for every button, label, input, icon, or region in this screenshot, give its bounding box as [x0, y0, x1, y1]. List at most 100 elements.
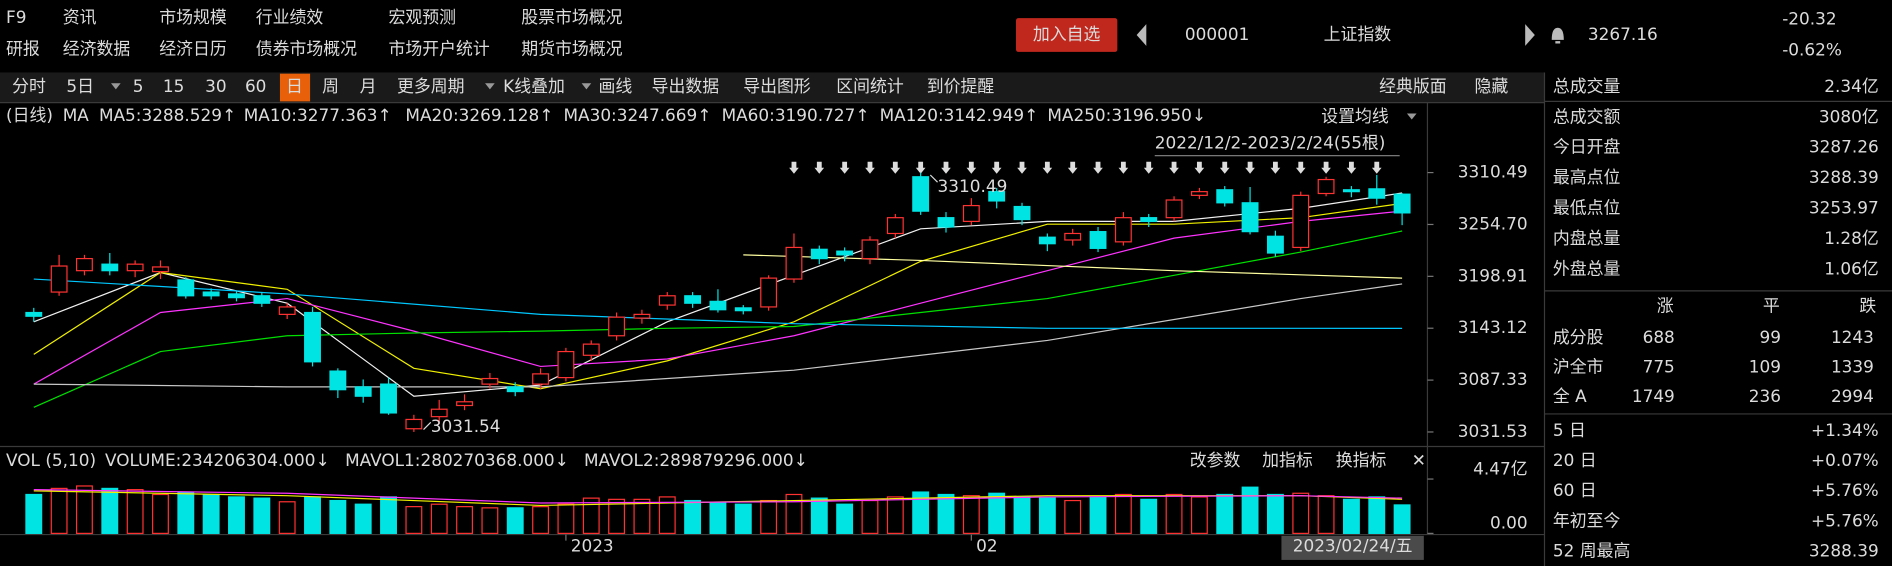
toolbar-item[interactable]: 导出图形 — [743, 76, 811, 96]
signal-icon — [1017, 161, 1027, 174]
stat-value: 2.34亿 — [1824, 76, 1878, 96]
toolbar-item[interactable]: 5 — [133, 76, 144, 96]
signal-icon — [1067, 161, 1078, 174]
legend-entry: MA60:3190.727↑ — [722, 105, 870, 125]
stat-value: 1.06亿 — [1824, 258, 1878, 278]
toolbar-item[interactable]: 导出数据 — [652, 76, 720, 96]
breadth-value: 1749 — [1632, 386, 1675, 406]
y-tick-label: 3087.33 — [1458, 369, 1528, 389]
volume-bar — [177, 491, 195, 534]
candle-body — [684, 295, 702, 304]
nav-item[interactable]: 市场规模 — [159, 7, 227, 27]
legend-entry: MA30:3247.669↑ — [563, 105, 711, 125]
cursor-date-box — [1281, 535, 1424, 560]
volume-bar — [1241, 486, 1259, 534]
nav-item[interactable]: 经济数据 — [63, 39, 131, 59]
volume-bar — [405, 506, 423, 534]
nav-item[interactable]: 债券市场概况 — [256, 39, 357, 59]
toolbar-item[interactable]: 到价提醒 — [927, 76, 995, 96]
volume-bar — [785, 493, 803, 534]
signal-icon — [1042, 161, 1053, 174]
candle-body — [304, 311, 321, 363]
nav-item[interactable]: 行业绩效 — [256, 7, 324, 27]
indicator-button[interactable]: 加指标 — [1262, 450, 1313, 470]
candle-body — [861, 239, 879, 260]
legend-entry: MA5:3288.529↑ — [99, 105, 236, 125]
volume-bar — [101, 487, 119, 534]
candle-body — [633, 313, 651, 319]
signal-icon — [941, 161, 951, 174]
nav-item[interactable]: 市场开户统计 — [389, 39, 490, 59]
candle-body — [557, 350, 575, 379]
candle-body — [177, 279, 195, 297]
toolbar-item[interactable]: K线叠加 — [503, 76, 565, 96]
candle-body — [228, 293, 245, 299]
indicator-button[interactable]: 换指标 — [1336, 450, 1387, 470]
volume-bar — [988, 492, 1006, 534]
volume-bar — [937, 493, 955, 534]
candle-body — [278, 306, 296, 315]
toolbar-item[interactable]: 隐藏 — [1475, 76, 1509, 96]
range-label: 2022/12/2-2023/2/24(55根) — [1155, 133, 1386, 153]
candle-body — [380, 383, 397, 414]
legend-entry: MA10:3277.363↑ — [244, 105, 392, 125]
stat-label: 最低点位 — [1553, 198, 1621, 218]
add-watch-button[interactable] — [1015, 18, 1118, 52]
return-label: 5 日 — [1553, 420, 1586, 440]
toolbar-item[interactable]: 经典版面 — [1379, 76, 1447, 96]
nav-item[interactable]: F9 — [6, 7, 26, 27]
extreme-label: 3310.49 — [938, 176, 1008, 196]
close-indicator[interactable]: ✕ — [1412, 450, 1426, 470]
signal-icon — [1295, 161, 1306, 174]
add-watch-label[interactable]: 加入自选 — [1033, 24, 1101, 44]
next-arrow[interactable] — [1525, 24, 1535, 46]
candle-body — [608, 316, 626, 337]
return-value: +5.76% — [1811, 480, 1879, 500]
toolbar-item[interactable]: 5日 — [66, 76, 94, 96]
nav-item[interactable]: 期货市场概况 — [521, 39, 622, 59]
breadth-header: 平 — [1763, 296, 1780, 316]
nav-item[interactable]: 股票市场概况 — [521, 7, 622, 27]
toolbar-item[interactable]: 月 — [360, 76, 377, 96]
legend-entry: MA20:3269.128↑ — [405, 105, 553, 125]
toolbar-item[interactable]: 区间统计 — [836, 76, 904, 96]
ma-settings-button[interactable]: 设置均线 — [1321, 106, 1389, 126]
signal-icon — [1321, 161, 1331, 174]
toolbar-item[interactable]: 60 — [245, 76, 266, 96]
toolbar-item[interactable]: 日 — [286, 76, 303, 96]
candle-body — [1241, 202, 1259, 233]
return-label: 年初至今 — [1553, 510, 1621, 530]
indicator-button[interactable]: 改参数 — [1190, 450, 1241, 470]
prev-arrow[interactable] — [1136, 24, 1147, 46]
candle-body — [1165, 199, 1183, 219]
ma-line — [33, 202, 1403, 390]
dropdown-arrow — [1406, 113, 1417, 120]
toolbar-item[interactable]: 画线 — [598, 76, 632, 96]
nav-item[interactable]: 资讯 — [63, 7, 97, 27]
nav-item[interactable]: 研报 — [6, 39, 40, 59]
candle-body — [1013, 205, 1031, 221]
toolbar-item[interactable]: 分时 — [12, 76, 46, 96]
return-value: +0.07% — [1811, 450, 1879, 470]
candle-body — [1190, 191, 1208, 196]
volume-bar — [557, 503, 575, 534]
price-change: -20.32 — [1782, 8, 1836, 28]
candle-body — [329, 370, 347, 391]
candle-body — [1140, 217, 1158, 222]
candle-body — [354, 386, 372, 397]
volume-bar — [50, 487, 68, 534]
nav-item[interactable]: 宏观预测 — [389, 7, 457, 27]
toolbar-item[interactable]: 15 — [163, 76, 184, 96]
alert-bell[interactable] — [1551, 27, 1564, 44]
toolbar-item[interactable]: 更多周期 — [397, 76, 465, 96]
stat-label: 内盘总量 — [1553, 228, 1621, 248]
candle-body — [937, 217, 955, 228]
nav-item[interactable]: 经济日历 — [159, 39, 227, 59]
toolbar-item[interactable]: 周 — [322, 76, 339, 96]
volume-bar — [202, 493, 220, 534]
breadth-header: 涨 — [1657, 296, 1674, 316]
toolbar-item[interactable]: 30 — [205, 76, 226, 96]
candle-body — [709, 300, 727, 311]
volume-bar — [1216, 493, 1234, 534]
volume-bar — [25, 493, 43, 534]
